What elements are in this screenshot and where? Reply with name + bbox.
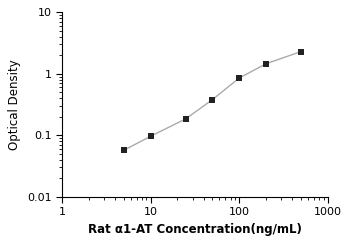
Point [210, 98, 215, 102]
X-axis label: Rat α1-AT Concentration(ng/mL): Rat α1-AT Concentration(ng/mL) [88, 223, 302, 236]
Point [148, 134, 153, 138]
Point [298, 50, 304, 53]
Point [236, 76, 242, 80]
Point [183, 117, 189, 121]
Y-axis label: Optical Density: Optical Density [8, 59, 21, 150]
Point [121, 148, 127, 152]
Point [263, 62, 268, 66]
